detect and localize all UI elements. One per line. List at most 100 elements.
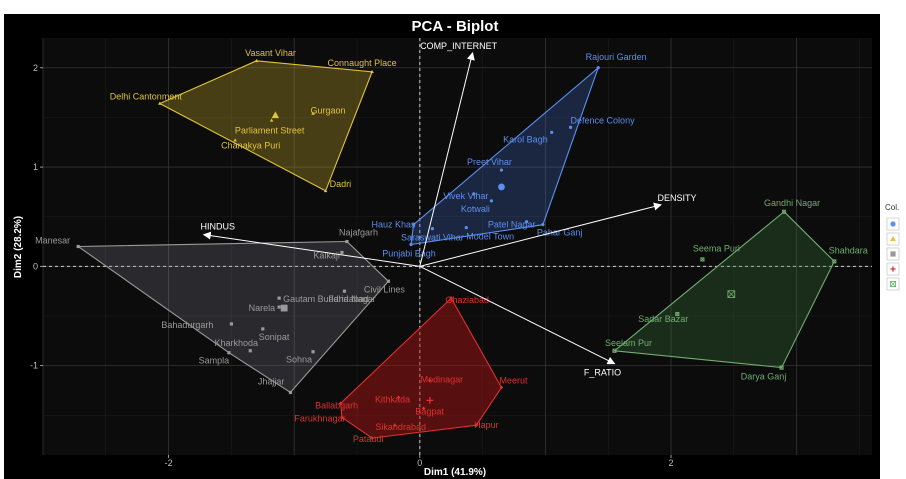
group-5-centroid bbox=[727, 290, 736, 299]
legend-symbol-5 bbox=[889, 280, 897, 288]
label-jhajjar: Jhajjar bbox=[258, 376, 285, 386]
legend-symbol-5-cross bbox=[890, 281, 896, 287]
label-gautam-buddha-nagar: Gautam Buddha Nagar bbox=[283, 294, 376, 304]
point-shahdara-cross bbox=[832, 259, 837, 264]
label-seelam-pur: Seelam Pur bbox=[605, 338, 652, 348]
point-dadri bbox=[323, 188, 328, 193]
point-najafgarh bbox=[345, 239, 349, 244]
point-sampla bbox=[227, 351, 231, 355]
point-gandhi-nagar bbox=[782, 209, 787, 214]
point-saraswati-vihar bbox=[430, 227, 434, 231]
point-farukhnagar bbox=[340, 415, 344, 419]
label-pataudi: Pataudi bbox=[353, 434, 384, 444]
label-najafgarh: Najafgarh bbox=[339, 228, 378, 238]
group-1-centroid bbox=[498, 183, 505, 191]
point-gandhi-nagar-cross bbox=[782, 209, 786, 214]
group-5-points: Gandhi Nagar Seema Puri Shahdara Sadar Baza… bbox=[605, 198, 868, 382]
label-rajouri-garden: Rajouri Garden bbox=[586, 52, 647, 62]
label-seema-puri: Seema Puri bbox=[693, 243, 740, 253]
label-bahadurgarh: Bahadurgarh bbox=[161, 320, 213, 330]
point-model-town bbox=[464, 226, 468, 230]
y-axis-title: Dim2 (28.2%) bbox=[13, 216, 24, 278]
legend-symbol-1 bbox=[890, 221, 896, 227]
label-dadri: Dadri bbox=[330, 179, 352, 189]
point-modinagar bbox=[428, 378, 432, 383]
point-kalkaji bbox=[340, 250, 344, 255]
group-hull-3 bbox=[76, 240, 390, 394]
point-ballabgarh bbox=[339, 401, 343, 405]
label-darya-ganj: Darya Ganj bbox=[741, 372, 787, 382]
point-chanakya-puri bbox=[233, 138, 237, 142]
label-kithkada: Kithkada bbox=[375, 394, 410, 404]
point-faridabad bbox=[342, 289, 347, 293]
point-defence-colony bbox=[568, 125, 573, 129]
point-vivek-vihar bbox=[472, 192, 476, 196]
point-jhajjar bbox=[288, 390, 293, 395]
label-ghaziabad: Ghaziabad bbox=[445, 295, 489, 305]
point-hapur bbox=[474, 423, 478, 427]
point-seema-puri-cross bbox=[700, 257, 705, 262]
point-shahdara bbox=[832, 259, 837, 264]
label-karol-bagh: Karol Bagh bbox=[503, 134, 548, 144]
x-tick-label: 2 bbox=[669, 458, 674, 468]
point-kithkada bbox=[396, 395, 401, 400]
group-3-centroid bbox=[280, 304, 288, 312]
label-civil-lines: Civil Lines bbox=[364, 284, 406, 294]
point-seema-puri bbox=[700, 257, 705, 262]
grid-lines bbox=[42, 38, 872, 455]
point-punjabi-bagh bbox=[409, 242, 413, 247]
point-meerut bbox=[499, 385, 504, 390]
point-vasant-vihar bbox=[254, 58, 259, 63]
y-tick-label: 0 bbox=[33, 261, 38, 271]
zero-lines bbox=[43, 38, 872, 455]
group-hulls bbox=[76, 60, 835, 439]
label-sohna: Sohna bbox=[286, 355, 312, 365]
data-points: Rajouri Garden Defence Colony Karol Bagh Pr… bbox=[35, 48, 868, 444]
x-tick-label: -2 bbox=[165, 458, 173, 468]
label-sonipat: Sonipat bbox=[259, 332, 290, 342]
label-faridabad: Faridabad bbox=[328, 294, 369, 304]
label-vasant-vihar: Vasant Vihar bbox=[245, 48, 296, 58]
label-ballabgarh: Ballabgarh bbox=[315, 400, 358, 410]
group-2-points: Vasant Vihar Connaught Place Delhi Cantonm… bbox=[110, 48, 397, 193]
x-tick-label: 0 bbox=[417, 458, 422, 468]
point-seelam-pur-cross bbox=[612, 348, 617, 353]
label-defence-colony: Defence Colony bbox=[571, 115, 636, 125]
point-narela bbox=[277, 305, 281, 309]
label-kalkaji: Kalkaji bbox=[313, 250, 340, 260]
label-shahdara: Shahdara bbox=[829, 245, 868, 255]
point-connaught-place bbox=[370, 69, 374, 74]
group-5-centroid-cross bbox=[727, 290, 736, 298]
label-delhi-cantonment: Delhi Cantonment bbox=[110, 92, 183, 102]
label-parliament-street: Parliament Street bbox=[235, 125, 305, 135]
label-bagpat: Bagpat bbox=[415, 406, 444, 416]
group-2-centroid bbox=[271, 111, 280, 119]
point-bagpat bbox=[421, 406, 426, 410]
point-gautam-buddha-nagar bbox=[277, 296, 281, 300]
point-parliament-street bbox=[269, 118, 274, 122]
x-axis-title: Dim1 (41.9%) bbox=[424, 467, 486, 478]
point-bahadurgarh bbox=[229, 322, 234, 326]
point-pataudi bbox=[370, 436, 374, 440]
y-tick-label: 2 bbox=[33, 63, 38, 73]
legend-title: Col. bbox=[885, 203, 899, 212]
point-pahar-ganj bbox=[541, 223, 545, 227]
arrow-label-f-ratio: F_RATIO bbox=[584, 368, 621, 378]
chart-title: PCA - Biplot bbox=[412, 18, 499, 35]
axes: -2 0 2 -1 0 1 2 bbox=[30, 63, 674, 468]
variable-arrows: COMP_INTERNET DENSITY HINDUS F_RATIO bbox=[201, 41, 697, 378]
label-saraswati-vihar: Saraswati Vihar bbox=[401, 233, 464, 243]
label-model-town: Model Town bbox=[466, 232, 514, 242]
point-sikandrabad bbox=[393, 423, 397, 427]
arrow-label-comp-internet: COMP_INTERNET bbox=[420, 41, 498, 51]
point-patel-nagar bbox=[524, 220, 529, 224]
label-farukhnagar: Farukhnagar bbox=[294, 413, 345, 423]
legend-symbol-4 bbox=[890, 266, 896, 272]
point-manesar bbox=[76, 244, 80, 249]
label-gandhi-nagar: Gandhi Nagar bbox=[764, 198, 820, 208]
label-punjabi-bagh: Punjabi Bagh bbox=[382, 249, 436, 259]
label-patel-nagar: Patel Nagar bbox=[488, 220, 536, 230]
